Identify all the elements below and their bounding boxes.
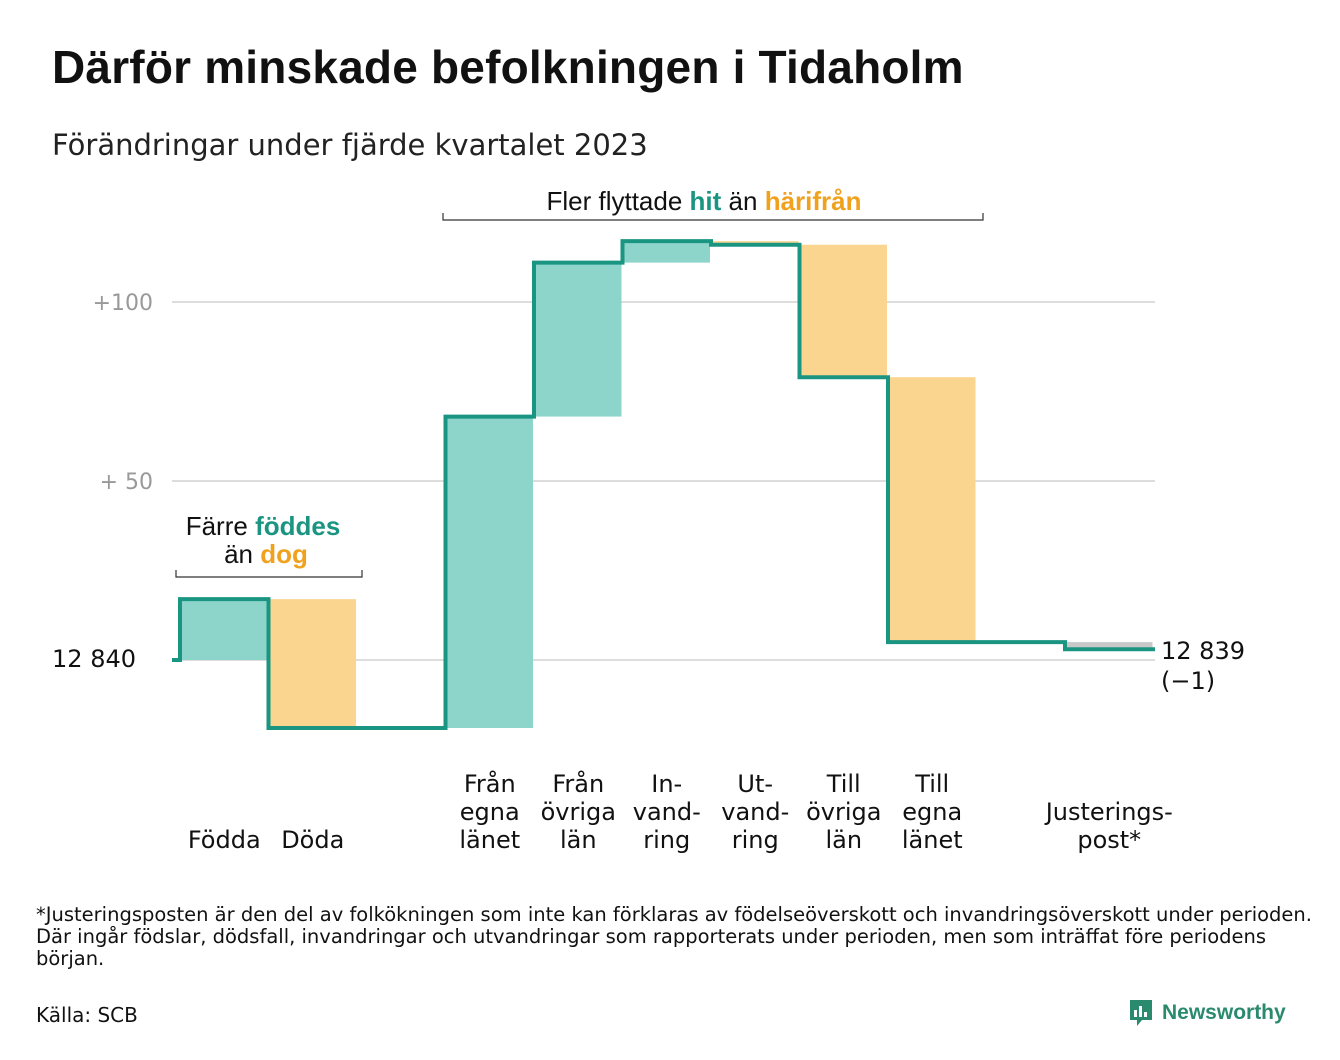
migration-bracket xyxy=(442,213,984,221)
x-tick-label: Födda xyxy=(188,826,261,854)
x-tick-label: övriga xyxy=(541,798,616,826)
bar xyxy=(180,599,268,660)
footnote: *Justeringsposten är den del av folkökni… xyxy=(36,903,1312,970)
x-tick-label: ring xyxy=(732,826,779,854)
cumulative-step-line xyxy=(172,239,1155,730)
bar xyxy=(1065,642,1153,650)
births-annotation: Färre föddes än dog xyxy=(175,511,363,578)
x-tick-label: ring xyxy=(643,826,690,854)
births-bracket xyxy=(175,570,363,578)
x-tick-label: Till xyxy=(914,770,949,798)
cumulative-line xyxy=(172,239,1155,730)
bar xyxy=(534,262,622,417)
brand: Newsworthy xyxy=(1128,998,1286,1028)
x-tick-label: övriga xyxy=(806,798,881,826)
source-label: Källa: SCB xyxy=(36,1003,138,1027)
end-value-label: 12 839 xyxy=(1161,637,1245,665)
bar xyxy=(268,599,356,729)
end-change-label: (−1) xyxy=(1161,667,1215,695)
x-tick-label: Från xyxy=(464,769,516,798)
bar xyxy=(888,377,976,643)
chart-subtitle: Förändringar under fjärde kvartalet 2023 xyxy=(52,128,648,162)
brand-name: Newsworthy xyxy=(1162,1001,1286,1024)
bar xyxy=(799,244,887,378)
y-axis-labels: + 50 +100 xyxy=(93,291,153,495)
migration-annotation: Fler flyttade hit än härifrån xyxy=(442,186,984,221)
x-tick-label: län xyxy=(825,826,862,854)
x-tick-label: län xyxy=(560,826,597,854)
x-tick-label: länet xyxy=(902,826,963,854)
x-tick-label: Från xyxy=(552,769,604,798)
x-tick-label: egna xyxy=(902,798,962,826)
x-tick-label: Till xyxy=(826,770,861,798)
chart-title: Därför minskade befolkningen i Tidaholm xyxy=(52,41,964,93)
chart-bars xyxy=(180,241,1153,729)
waterfall-chart: + 50+100 Födda DödaFrånegnalänetFrånövrig… xyxy=(52,186,1245,854)
x-tick-label: vand- xyxy=(721,798,789,826)
bar xyxy=(622,241,710,263)
bar xyxy=(445,416,533,729)
x-tick-label: In- xyxy=(651,770,682,798)
x-tick-label: Döda xyxy=(281,826,344,854)
y-tick-label: +100 xyxy=(93,291,153,316)
start-value-label: 12 840 xyxy=(52,645,136,673)
newsworthy-logo-icon xyxy=(1130,1000,1152,1026)
x-tick-label: Ut- xyxy=(737,770,773,798)
x-tick-label: Justerings- xyxy=(1044,798,1173,826)
births-annotation-line1: Färre föddes xyxy=(186,511,341,541)
x-tick-label: egna xyxy=(460,798,520,826)
migration-annotation-text: Fler flyttade hit än härifrån xyxy=(546,186,861,216)
x-axis-labels: Födda DödaFrånegnalänetFrånövrigalänIn-va… xyxy=(188,769,1173,854)
x-tick-label: länet xyxy=(459,826,520,854)
births-annotation-line2: än dog xyxy=(224,539,308,569)
x-tick-label: vand- xyxy=(633,798,701,826)
y-tick-label: + 50 xyxy=(100,470,153,495)
x-tick-label: post* xyxy=(1077,826,1141,854)
